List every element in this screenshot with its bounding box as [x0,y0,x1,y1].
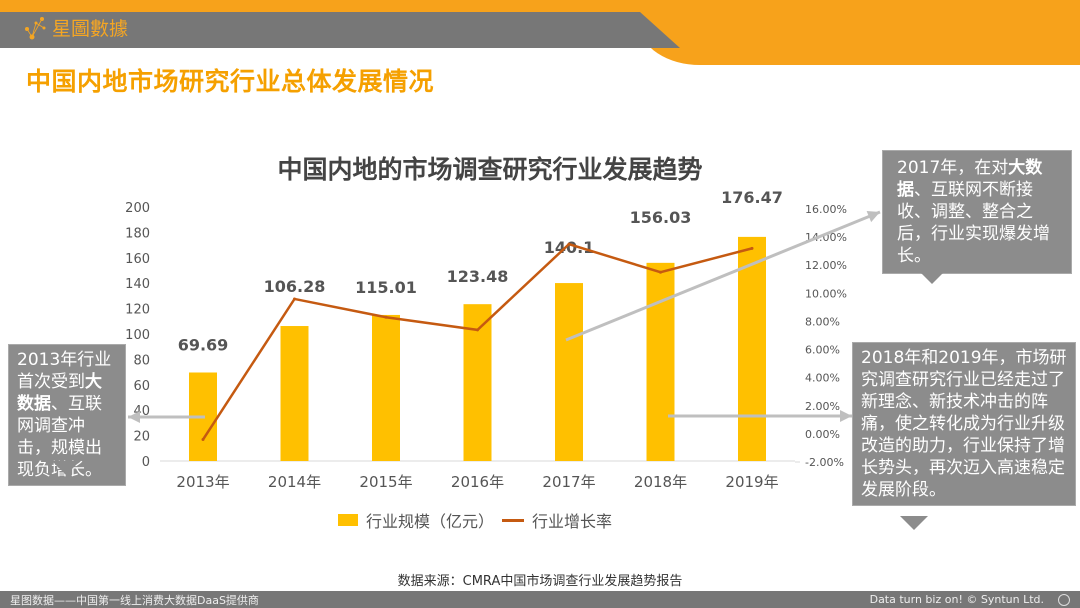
callout-text: 、互联网不断接收、调整、整合之后，行业实现爆发增长。 [897,180,1050,266]
header-top-bar [0,0,1080,12]
y2-tick-label: 10.00% [805,287,847,300]
y-tick-label: 200 [125,201,150,216]
footer: 星图数据——中国第一线上消费大数据DaaS提供商 Data turn biz o… [0,591,1080,608]
header-gray-bar [0,12,680,48]
callout-text: 2018年和2019年，市场研究调查研究行业已经走过了新理念、新技术冲击的阵痛，… [861,348,1067,500]
x-tick-label: 2018年 [634,473,687,491]
callout-pointer [52,461,80,475]
y-tick-label: 60 [133,379,150,394]
line-point [293,297,296,301]
y2-tick-label: -2.00% [805,456,844,469]
circle-icon [1058,594,1070,606]
x-tick-label: 2015年 [359,473,412,491]
y-tick-label: 0 [142,455,150,470]
footer-right: Data turn biz on! © Syntun Ltd. [870,593,1070,606]
arrow-head-icon [128,411,140,423]
line-point [750,246,754,250]
chart-legend: 行业规模（亿元） 行业增长率 [338,508,612,532]
bar [555,283,583,461]
bar [646,262,675,461]
y-tick-label: 120 [125,303,150,318]
line-point [567,242,571,246]
bar-value-label: 123.48 [447,267,509,286]
y-tick-label: 100 [125,328,150,343]
footer-left: 星图数据——中国第一线上消费大数据DaaS提供商 [10,593,259,607]
callout-text: 2013年行业首次受到 [17,350,112,392]
bar-value-label: 176.47 [721,188,783,207]
line-point [384,315,388,319]
callout-text: 2017年，在对 [897,158,1009,178]
y-tick-label: 160 [125,252,150,267]
callout-pointer [918,270,946,284]
bar-value-label: 106.28 [264,277,326,296]
constellation-icon [25,16,46,39]
brand-logo: 星圖數據 [22,14,128,41]
y-tick-label: 180 [125,226,150,241]
callout-2013: 2013年行业首次受到大数据、互联网调查冲击，规模出现负增长。 [8,344,126,486]
y2-tick-label: 4.00% [805,372,840,385]
brand-name: 星圖數據 [52,18,129,40]
y2-tick-label: 14.00% [805,231,847,244]
callout-text: 、互联网调查冲击，规模出现负增长。 [17,394,102,480]
y-tick-label: 140 [125,277,150,292]
data-source: 数据来源：CMRA中国市场调查行业发展趋势报告 [397,574,683,589]
y-tick-label: 20 [133,430,150,445]
y-tick-label: 80 [133,353,150,368]
callout-2018-2019: 2018年和2019年，市场研究调查研究行业已经走过了新理念、新技术冲击的阵痛，… [852,342,1076,506]
arrow-head-icon [840,410,852,422]
legend-bar-swatch [338,514,358,526]
chart-title: 中国内地的市场调查研究行业发展趋势 [277,155,703,184]
callout-bold: 大数据 [897,158,1043,200]
y2-tick-label: 8.00% [805,315,840,328]
bar-value-label: 156.03 [630,208,692,227]
bar-value-label: 69.69 [178,335,229,354]
bar [738,236,766,461]
x-tick-label: 2017年 [542,473,595,491]
line-point [476,328,479,332]
callout-pointer [900,516,928,530]
legend-line-label: 行业增长率 [532,512,613,531]
x-tick-label: 2016年 [451,473,504,491]
arrow-line [565,210,881,342]
arrow-head-icon [866,210,880,223]
x-tick-label: 2019年 [725,473,778,491]
line-point [201,438,205,442]
callout-bold: 大数据 [17,372,102,414]
y2-tick-label: 2.00% [805,400,840,413]
y2-tick-label: 16.00% [805,203,847,216]
line-point [659,270,662,274]
legend-line-swatch [502,518,525,522]
y2-tick-label: 6.00% [805,344,840,357]
legend-bar-label: 行业规模（亿元） [366,512,495,531]
footer-copyright: Data turn biz on! © Syntun Ltd. [869,593,1044,606]
y2-tick-label: 0.00% [805,428,840,441]
callout-2017: 2017年，在对大数据、互联网不断接收、调整、整合之后，行业实现爆发增长。 [882,150,1072,274]
page-title: 中国内地市场研究行业总体发展情况 [26,67,435,96]
bar [280,326,309,461]
x-tick-label: 2013年 [176,473,229,491]
y2-tick-label: 12.00% [805,259,847,272]
bar-value-label: 115.01 [355,278,417,297]
bar-value-label: 140.1 [544,238,595,257]
x-tick-label: 2014年 [268,473,321,491]
bar [372,314,400,461]
